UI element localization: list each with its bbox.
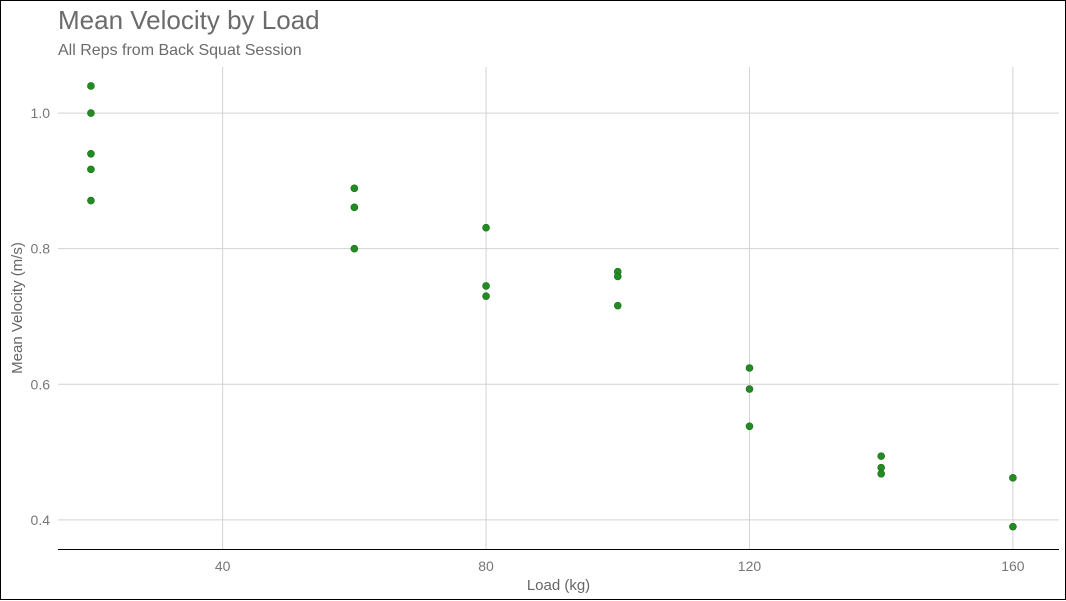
data-points bbox=[87, 82, 1017, 531]
x-axis-label: Load (kg) bbox=[527, 577, 590, 594]
x-tick-label: 40 bbox=[215, 558, 231, 574]
data-point bbox=[482, 282, 490, 290]
data-point bbox=[87, 109, 95, 117]
tick-labels: 40 80 120 160 0.4 0.6 0.8 1.0 bbox=[31, 105, 1025, 574]
grid-lines bbox=[58, 67, 1059, 549]
data-point bbox=[482, 223, 490, 232]
y-tick-label: 0.8 bbox=[31, 241, 51, 257]
data-point bbox=[87, 196, 95, 205]
chart-title: Mean Velocity by Load bbox=[58, 5, 320, 35]
y-tick-label: 0.4 bbox=[31, 512, 51, 528]
data-point bbox=[87, 82, 95, 90]
data-point bbox=[87, 165, 95, 174]
data-point bbox=[87, 149, 95, 158]
data-point bbox=[877, 469, 885, 478]
data-point bbox=[350, 244, 359, 253]
x-tick-label: 160 bbox=[1001, 558, 1025, 574]
y-axis-label: Mean Velocity (m/s) bbox=[9, 242, 26, 374]
data-point bbox=[877, 452, 885, 460]
data-point bbox=[613, 301, 622, 310]
x-tick-label: 120 bbox=[738, 558, 762, 574]
y-tick-label: 1.0 bbox=[31, 105, 51, 121]
data-point bbox=[350, 184, 359, 193]
data-point bbox=[745, 364, 754, 372]
data-point bbox=[482, 292, 490, 300]
data-point bbox=[350, 203, 359, 212]
data-point bbox=[1009, 474, 1017, 482]
y-tick-label: 0.6 bbox=[31, 376, 51, 392]
data-point bbox=[745, 385, 754, 393]
data-point bbox=[1009, 522, 1017, 531]
x-tick-label: 80 bbox=[478, 558, 494, 574]
chart-subtitle: All Reps from Back Squat Session bbox=[58, 42, 302, 59]
data-point bbox=[613, 272, 622, 281]
data-point bbox=[745, 422, 754, 431]
